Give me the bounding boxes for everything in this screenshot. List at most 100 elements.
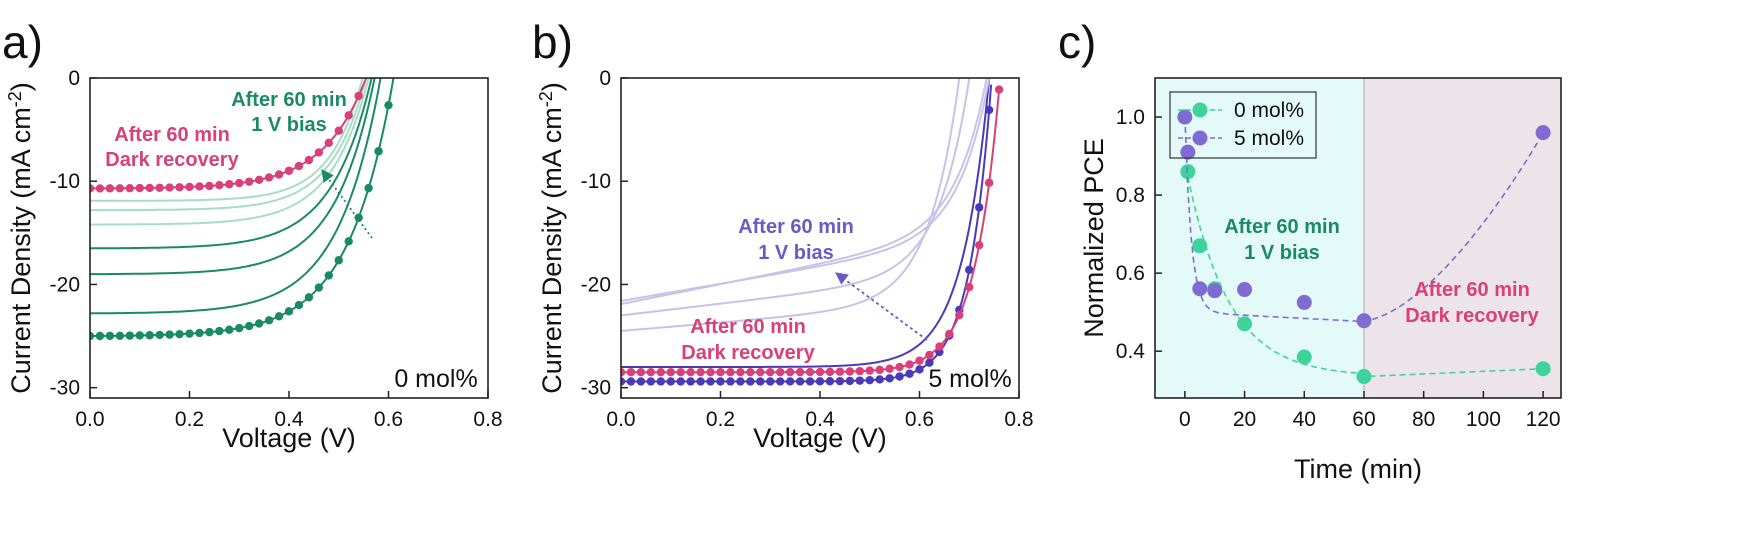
a-series-3-line <box>90 78 373 250</box>
panel-c-series-1-point <box>1237 282 1253 298</box>
b-series-0-point <box>785 377 795 386</box>
a-series-0-point <box>245 321 254 331</box>
panel-c-y-axis-title: Normalized PCE <box>1079 138 1109 338</box>
b-series-0-point <box>666 377 675 386</box>
a-series-7-point <box>235 178 244 188</box>
panel-b-xtick-label: 0.6 <box>905 408 934 431</box>
a-series-0-point <box>284 307 294 316</box>
panel-c-xtick-label: 0 <box>1179 408 1191 431</box>
panel-c-series-0-point <box>1535 361 1551 377</box>
panel-b-curves <box>621 78 1004 386</box>
panel-a-trend-arrow <box>321 168 373 239</box>
panel-a-xtick-label: 0.4 <box>274 408 304 431</box>
panel-c-ticks: 0 20 40 60 80 100 120 0.4 0.6 0.8 1.0 <box>1116 106 1561 431</box>
legend-5mol-label: 5 mol% <box>1234 127 1304 150</box>
a-series-7-point <box>105 184 115 193</box>
panel-c-shaded-regions <box>1155 78 1561 398</box>
a-series-7-point <box>165 183 174 192</box>
a-series-0-point <box>195 328 204 338</box>
panel-c-ytick-label: 0.4 <box>1116 340 1146 363</box>
a-series-7-point <box>245 177 254 186</box>
panel-c-xtick-label: 60 <box>1352 408 1375 431</box>
b-series-0-point <box>706 377 715 386</box>
a-series-7-point <box>175 183 184 192</box>
panel-c-recovery-region-label-line2: Dark recovery <box>1405 305 1539 327</box>
a-series-0-point <box>364 183 373 193</box>
a-series-1-line <box>90 78 382 315</box>
a-curve-group <box>90 78 395 341</box>
a-series-0-point <box>264 316 274 325</box>
a-series-7-point <box>90 184 95 193</box>
a-series-0-point <box>334 256 343 265</box>
b-series-0-point <box>621 377 626 386</box>
panel-a-bias-annotation-line2: 1 V bias <box>251 114 327 136</box>
a-series-7-point <box>314 148 324 157</box>
a-series-0-point <box>165 330 174 339</box>
b-series-0-point <box>855 376 864 385</box>
b-series-1-point <box>905 360 914 369</box>
b-series-1-point <box>776 367 785 377</box>
b-series-0-point <box>696 377 705 386</box>
a-series-0-point <box>225 325 234 334</box>
panel-b-ytick-label: -20 <box>581 273 611 296</box>
b-series-0-point <box>815 377 825 386</box>
a-series-0-point <box>105 331 115 341</box>
a-series-7-point <box>195 182 204 191</box>
panel-b-ytick-label: -10 <box>581 170 611 193</box>
a-series-0-point <box>125 331 134 340</box>
b-series-1-point <box>706 367 715 377</box>
a-series-6-line <box>90 78 364 202</box>
panel-b-bias-annotation-line2: 1 V bias <box>758 242 834 264</box>
panel-a-y-axis-title: Current Density (mA cm-2) <box>5 82 36 394</box>
panel-a-bias-annotation-line1: After 60 min <box>231 89 347 111</box>
panel-c-region-1 <box>1363 78 1561 398</box>
b-series-1-point <box>855 366 864 376</box>
panel-b-x-axis-title: Voltage (V) <box>753 423 887 453</box>
panel-c-xtick-label: 120 <box>1526 408 1561 431</box>
a-series-7-point <box>344 111 353 120</box>
b-series-0-point <box>975 203 984 212</box>
b-series-0-point <box>965 265 974 275</box>
b-series-0-point <box>875 375 884 384</box>
b-series-6-line <box>621 78 961 332</box>
panel-b-xtick-label: 0.8 <box>1004 408 1033 431</box>
b-series-2-line <box>621 78 991 368</box>
panel-b-recovery-annotation-line1: After 60 min <box>690 316 806 338</box>
panel-a-ytick-label: -30 <box>50 377 80 400</box>
panel-b-corner-label: 5 mol% <box>928 365 1011 393</box>
b-series-1-point <box>646 367 656 377</box>
a-series-0-point <box>95 331 105 341</box>
a-series-7-point <box>284 166 294 175</box>
b-series-1-point <box>686 367 695 377</box>
panel-b-y-axis-title: Current Density (mA cm-2) <box>536 82 567 394</box>
panel-a-ytick-label: -10 <box>50 170 80 193</box>
b-series-1-point <box>984 178 994 187</box>
b-series-1-point <box>825 367 835 377</box>
b-series-1-point <box>835 367 845 376</box>
a-series-0-point <box>135 331 144 340</box>
b-series-1-point <box>636 367 646 377</box>
panel-a-ytick-label: -20 <box>50 273 80 296</box>
panel-b-xtick-label: 0.0 <box>606 408 635 431</box>
b-series-0-point <box>895 372 904 381</box>
b-series-1-point <box>945 329 954 339</box>
panel-c-series-1-point <box>1207 283 1223 299</box>
b-series-0-point <box>636 377 646 386</box>
a-series-0-point <box>304 293 314 302</box>
b-series-0-point <box>766 377 775 386</box>
b-series-4-line <box>621 78 991 302</box>
panel-a-letter: a) <box>2 16 43 68</box>
b-series-0-point <box>646 377 656 386</box>
panel-c-series-0-point <box>1192 238 1208 254</box>
a-series-7-point <box>95 184 105 193</box>
panel-c-xtick-label: 100 <box>1466 408 1501 431</box>
panel-b-xtick-label: 0.4 <box>805 408 835 431</box>
b-series-1-point <box>994 85 1004 94</box>
panel-c-bias-region-label-line1: After 60 min <box>1224 216 1340 238</box>
b-series-1-point <box>925 350 934 360</box>
panel-c-recovery-region-label-line1: After 60 min <box>1414 279 1530 301</box>
a-series-7-point <box>334 126 343 135</box>
a-series-7-point <box>294 161 304 171</box>
legend-5mol-marker <box>1192 130 1208 146</box>
